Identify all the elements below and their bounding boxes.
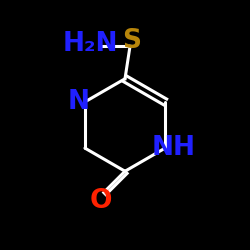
Text: O: O bbox=[90, 188, 112, 214]
Text: NH: NH bbox=[152, 135, 196, 161]
Text: H₂N: H₂N bbox=[62, 31, 118, 57]
Text: N: N bbox=[68, 89, 90, 115]
Text: S: S bbox=[122, 28, 141, 54]
